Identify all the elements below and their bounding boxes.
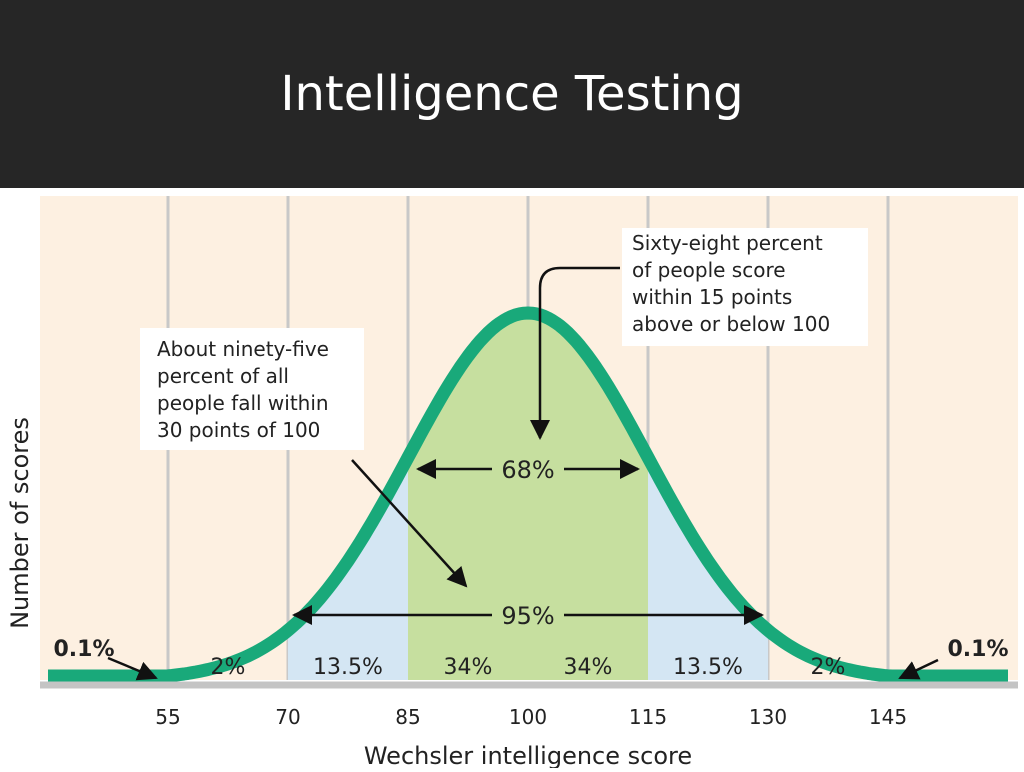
- tail-arrow-right: [898, 658, 939, 680]
- bell-curve-chart: 55 70 85 100 115 130 145 2% 13.5% 34% 34% 13.5% 2% 0.…: [6, 196, 1018, 770]
- band-percent-label: 2%: [811, 655, 846, 680]
- callout-ninety-five-line: 30 points of 100: [157, 418, 320, 442]
- x-tick-label: 55: [155, 705, 180, 729]
- span-label: 68%: [501, 456, 554, 484]
- y-axis-label: Number of scores: [6, 417, 34, 629]
- x-tick-label: 115: [629, 705, 667, 729]
- fill-region-85-115: [408, 313, 648, 680]
- slide-header: Intelligence Testing: [0, 0, 1024, 188]
- x-tick-label: 85: [395, 705, 420, 729]
- callout-sixty-eight-line: above or below 100: [632, 312, 830, 336]
- band-percent-label: 13.5%: [313, 655, 383, 680]
- callout-sixty-eight-line: of people score: [632, 258, 786, 282]
- callout-sixty-eight-arrow: [530, 266, 620, 440]
- normal-curve: [45, 306, 1011, 683]
- callout-sixty-eight-line: within 15 points: [632, 285, 792, 309]
- slide-title: Intelligence Testing: [280, 66, 744, 122]
- tail-label-left: 0.1%: [53, 637, 114, 662]
- x-tick-label: 70: [275, 705, 300, 729]
- callout-sixty-eight-line: Sixty-eight percent: [632, 231, 823, 255]
- callout-ninety-five-line: percent of all: [157, 364, 289, 388]
- callout-ninety-five-line: About ninety-five: [157, 337, 329, 361]
- tail-arrow-left: [107, 656, 158, 681]
- x-tick-label: 100: [509, 705, 547, 729]
- callout-ninety-five-box: [140, 328, 364, 450]
- band-percent-label: 13.5%: [673, 655, 743, 680]
- callout-sixty-eight-box: [622, 228, 868, 346]
- callout-sixty-eight: Sixty-eight percent of people score with…: [622, 228, 868, 346]
- x-tick-label: 130: [749, 705, 787, 729]
- tail-label-right: 0.1%: [947, 637, 1008, 662]
- x-axis-label: Wechsler intelligence score: [364, 742, 692, 768]
- callout-ninety-five-line: people fall within: [157, 391, 329, 415]
- callout-ninety-five-arrow: [351, 459, 468, 588]
- band-percent-label: 34%: [564, 655, 613, 680]
- band-percent-label: 2%: [211, 655, 246, 680]
- span-label: 95%: [501, 602, 554, 630]
- band-percent-label: 34%: [444, 655, 493, 680]
- callout-ninety-five: About ninety-five percent of all people …: [140, 328, 364, 450]
- bell-curve-figure: 55 70 85 100 115 130 145 2% 13.5% 34% 34% 13.5% 2% 0.…: [0, 188, 1024, 770]
- x-tick-label: 145: [869, 705, 907, 729]
